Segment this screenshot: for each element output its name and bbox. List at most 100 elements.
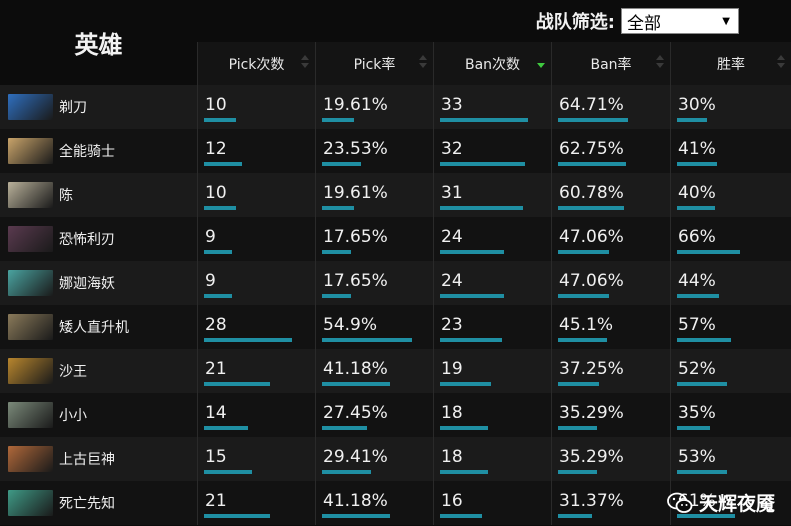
ban-rate-value: 31.37% (559, 491, 624, 511)
sort-icon[interactable] (419, 55, 427, 71)
hero-cell[interactable]: 娜迦海妖 (0, 261, 197, 305)
win-rate-bar (677, 162, 717, 166)
ban-count-bar (440, 470, 488, 474)
hero-name: 死亡先知 (59, 496, 115, 512)
table-row[interactable]: 沙王 21 41.18% 19 37.25% 52% (0, 349, 791, 393)
ban-count-value: 18 (441, 447, 463, 467)
pick-rate-value: 29.41% (323, 447, 388, 467)
ban-count-value: 19 (441, 359, 463, 379)
ban-count-bar (440, 118, 528, 122)
pick-rate-bar (322, 382, 390, 386)
cell-pick-count: 21 (197, 349, 315, 393)
pick-rate-bar (322, 294, 351, 298)
column-header-label: Ban次数 (464, 56, 521, 73)
hero-portrait (8, 94, 53, 120)
sort-icon[interactable] (537, 55, 545, 71)
ban-rate-value: 47.06% (559, 227, 624, 247)
cell-ban-rate: 45.1% (551, 305, 670, 349)
hero-portrait (8, 270, 53, 296)
pick-rate-bar (322, 426, 367, 430)
ban-rate-value: 60.78% (559, 183, 624, 203)
win-rate-value: 57% (678, 315, 716, 335)
hero-cell[interactable]: 小小 (0, 393, 197, 437)
hero-portrait (8, 402, 53, 428)
pick-count-value: 10 (205, 95, 227, 115)
pick-count-value: 21 (205, 491, 227, 511)
sort-icon[interactable] (301, 55, 309, 71)
table-row[interactable]: 全能骑士 12 23.53% 32 62.75% 41% (0, 129, 791, 173)
pick-rate-value: 17.65% (323, 271, 388, 291)
table-row[interactable]: 娜迦海妖 9 17.65% 24 47.06% 44% (0, 261, 791, 305)
cell-ban-rate: 31.37% (551, 481, 670, 525)
pick-rate-value: 54.9% (323, 315, 378, 335)
pick-count-value: 15 (205, 447, 227, 467)
cell-ban-rate: 62.75% (551, 129, 670, 173)
pick-rate-value: 27.45% (323, 403, 388, 423)
watermark-text: 天辉夜魇 (698, 493, 775, 515)
cell-win-rate: 41% (670, 129, 791, 173)
table-row[interactable]: 上古巨神 15 29.41% 18 35.29% 53% (0, 437, 791, 481)
ban-count-value: 24 (441, 227, 463, 247)
win-rate-value: 41% (678, 139, 716, 159)
pick-count-bar (204, 382, 270, 386)
table-row[interactable]: 矮人直升机 28 54.9% 23 45.1% 57% (0, 305, 791, 349)
ban-rate-value: 35.29% (559, 403, 624, 423)
hero-name: 全能骑士 (59, 144, 115, 160)
column-header-ban-count[interactable]: Ban次数 (433, 42, 551, 85)
hero-cell[interactable]: 陈 (0, 173, 197, 217)
table-row[interactable]: 小小 14 27.45% 18 35.29% 35% (0, 393, 791, 437)
win-rate-value: 44% (678, 271, 716, 291)
table-row[interactable]: 恐怖利刃 9 17.65% 24 47.06% 66% (0, 217, 791, 261)
ban-rate-bar (558, 118, 628, 122)
table-row[interactable]: 死亡先知 21 41.18% 16 31.37% 61% (0, 481, 791, 525)
pick-rate-bar (322, 206, 354, 210)
table-row[interactable]: 剃刀 10 19.61% 33 64.71% 30% (0, 85, 791, 129)
hero-cell[interactable]: 剃刀 (0, 85, 197, 129)
cell-pick-count: 10 (197, 173, 315, 217)
hero-cell[interactable]: 上古巨神 (0, 437, 197, 481)
cell-ban-count: 18 (433, 393, 551, 437)
ban-rate-value: 47.06% (559, 271, 624, 291)
ban-rate-bar (558, 162, 626, 166)
hero-cell[interactable]: 矮人直升机 (0, 305, 197, 349)
win-rate-bar (677, 250, 740, 254)
cell-win-rate: 66% (670, 217, 791, 261)
hero-name: 娜迦海妖 (59, 276, 115, 292)
hero-portrait (8, 358, 53, 384)
pick-count-bar (204, 426, 248, 430)
hero-cell[interactable]: 全能骑士 (0, 129, 197, 173)
hero-portrait (8, 138, 53, 164)
pick-rate-bar (322, 162, 361, 166)
hero-name: 上古巨神 (59, 452, 115, 468)
hero-cell[interactable]: 沙王 (0, 349, 197, 393)
column-header-ban-rate[interactable]: Ban率 (551, 42, 670, 85)
pick-rate-value: 23.53% (323, 139, 388, 159)
team-filter-bar: 战队筛选: 全部 ▼ (197, 0, 791, 42)
sort-icon[interactable] (777, 55, 785, 71)
win-rate-bar (677, 118, 707, 122)
hero-cell[interactable]: 恐怖利刃 (0, 217, 197, 261)
column-header-pick-count[interactable]: Pick次数 (197, 42, 315, 85)
pick-count-bar (204, 470, 252, 474)
sort-icon[interactable] (656, 55, 664, 71)
ban-count-value: 16 (441, 491, 463, 511)
ban-rate-bar (558, 294, 609, 298)
ban-rate-value: 37.25% (559, 359, 624, 379)
column-header-pick-rate[interactable]: Pick率 (315, 42, 433, 85)
cell-ban-count: 24 (433, 261, 551, 305)
table-row[interactable]: 陈 10 19.61% 31 60.78% 40% (0, 173, 791, 217)
column-header-win-rate[interactable]: 胜率 (670, 42, 791, 85)
cell-ban-count: 16 (433, 481, 551, 525)
cell-pick-rate: 19.61% (315, 173, 433, 217)
wechat-icon (667, 492, 693, 513)
team-filter-value: 全部 (627, 13, 661, 34)
cell-win-rate: 57% (670, 305, 791, 349)
cell-ban-rate: 35.29% (551, 393, 670, 437)
pick-count-bar (204, 338, 292, 342)
team-filter-select[interactable]: 全部 ▼ (621, 8, 739, 34)
pick-rate-bar (322, 118, 354, 122)
pick-rate-value: 41.18% (323, 491, 388, 511)
win-rate-bar (677, 206, 715, 210)
ban-count-value: 33 (441, 95, 463, 115)
hero-cell[interactable]: 死亡先知 (0, 481, 197, 525)
